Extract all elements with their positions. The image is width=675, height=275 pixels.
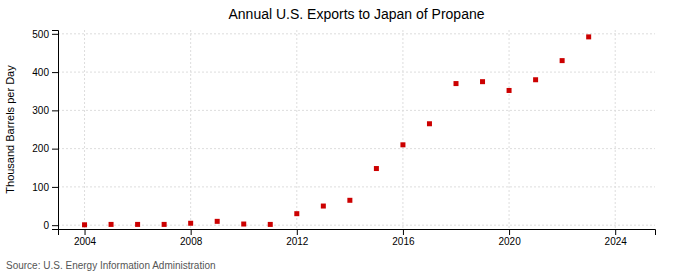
point bbox=[560, 58, 565, 63]
x-tick-mark bbox=[85, 229, 86, 235]
y-grid-line bbox=[58, 33, 655, 34]
x-tick: 2024 bbox=[605, 229, 628, 247]
y-tick: 500 bbox=[32, 29, 58, 40]
y-tick-mark bbox=[52, 72, 58, 73]
y-grid-line bbox=[58, 110, 655, 111]
point bbox=[427, 121, 432, 126]
x-tick: 2004 bbox=[74, 229, 97, 247]
y-tick-mark bbox=[52, 187, 58, 188]
y-tick: 100 bbox=[32, 182, 58, 193]
chart-container: 2004 2008 2012 2016 2020 2024 0 100 200 300 400 500… bbox=[0, 0, 675, 275]
point bbox=[347, 198, 352, 203]
point bbox=[480, 79, 485, 84]
y-tick-label: 100 bbox=[32, 182, 49, 193]
y-axis: 0 100 200 300 400 500 bbox=[32, 29, 58, 231]
x-grid-line bbox=[190, 30, 191, 229]
x-tick: 2016 bbox=[392, 229, 415, 247]
points bbox=[82, 34, 591, 227]
x-tick-label: 2024 bbox=[605, 236, 628, 247]
x-axis: 2004 2008 2012 2016 2020 2024 bbox=[59, 229, 656, 247]
y-grid-line bbox=[58, 186, 655, 187]
title: Annual U.S. Exports to Japan of Propane bbox=[228, 6, 484, 22]
x-tick: 2012 bbox=[286, 229, 309, 247]
point bbox=[533, 77, 538, 82]
y-tick: 200 bbox=[32, 143, 58, 154]
y-tick: 0 bbox=[43, 220, 58, 231]
x-tick-label: 2012 bbox=[286, 236, 309, 247]
y-tick-label: 400 bbox=[32, 67, 49, 78]
y-grid-line bbox=[58, 148, 655, 149]
x-tick-mark bbox=[509, 229, 510, 235]
x-tick-mark bbox=[403, 229, 404, 235]
x-tick-label: 2008 bbox=[180, 236, 203, 247]
chart-svg: 2004 2008 2012 2016 2020 2024 0 100 200 300 400 500… bbox=[0, 0, 675, 275]
point bbox=[162, 222, 167, 227]
point bbox=[241, 222, 246, 227]
x-grid-line bbox=[509, 30, 510, 229]
x-tick-label: 2004 bbox=[74, 236, 97, 247]
x-tick-mark bbox=[297, 229, 298, 235]
plot-area: 2004 2008 2012 2016 2020 2024 0 100 200 300 400 500 bbox=[32, 29, 655, 248]
point bbox=[188, 221, 193, 226]
x-grid-line bbox=[296, 30, 297, 229]
point bbox=[215, 219, 220, 224]
x-grid-line bbox=[84, 30, 85, 229]
point bbox=[374, 166, 379, 171]
y-tick-label: 0 bbox=[43, 220, 49, 231]
source-note: Source: U.S. Energy Information Administ… bbox=[6, 260, 216, 271]
y-tick-mark bbox=[52, 34, 58, 35]
y-tick: 400 bbox=[32, 67, 58, 78]
point bbox=[294, 211, 299, 216]
point bbox=[135, 222, 140, 227]
point bbox=[82, 222, 87, 227]
point bbox=[400, 142, 405, 147]
y-tick: 300 bbox=[32, 105, 58, 116]
y-tick-mark bbox=[52, 110, 58, 111]
x-grid-line bbox=[615, 30, 616, 229]
x-tick-label: 2020 bbox=[498, 236, 521, 247]
grid bbox=[58, 30, 655, 229]
y-axis-title: Thousand Barrels per Day bbox=[4, 65, 16, 194]
x-tick-mark bbox=[191, 229, 192, 235]
y-tick-mark bbox=[52, 225, 58, 226]
point bbox=[507, 88, 512, 93]
y-tick-mark bbox=[52, 149, 58, 150]
y-axis-line bbox=[52, 31, 59, 230]
x-grid-line bbox=[402, 30, 403, 229]
y-tick-label: 500 bbox=[32, 29, 49, 40]
x-tick: 2008 bbox=[180, 229, 203, 247]
y-grid-line bbox=[58, 225, 655, 226]
x-axis-line bbox=[59, 230, 656, 236]
x-tick: 2020 bbox=[498, 229, 521, 247]
y-tick-label: 300 bbox=[32, 105, 49, 116]
point bbox=[586, 34, 591, 39]
y-grid-line bbox=[58, 72, 655, 73]
point bbox=[109, 222, 114, 227]
y-tick-label: 200 bbox=[32, 143, 49, 154]
point bbox=[321, 204, 326, 209]
x-tick-label: 2016 bbox=[392, 236, 415, 247]
point bbox=[268, 222, 273, 227]
point bbox=[454, 81, 459, 86]
x-tick-mark bbox=[615, 229, 616, 235]
